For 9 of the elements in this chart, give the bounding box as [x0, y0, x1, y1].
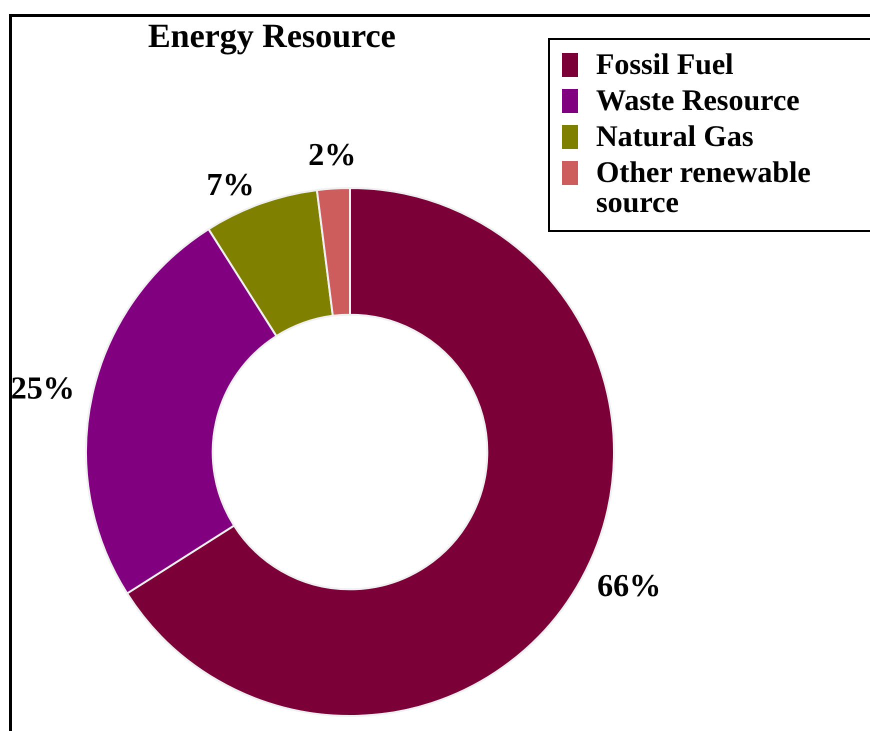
chart-title: Energy Resource	[148, 18, 396, 56]
legend-label: Natural Gas	[596, 120, 754, 153]
data-label: 66%	[597, 567, 662, 604]
data-label: 7%	[206, 166, 254, 202]
data-label: 2%	[308, 136, 356, 172]
legend-label: Fossil Fuel	[596, 48, 734, 81]
legend-label: Waste Resource	[596, 84, 800, 117]
data-label: 25%	[10, 370, 75, 406]
legend-label: Other renewable source	[596, 156, 812, 219]
